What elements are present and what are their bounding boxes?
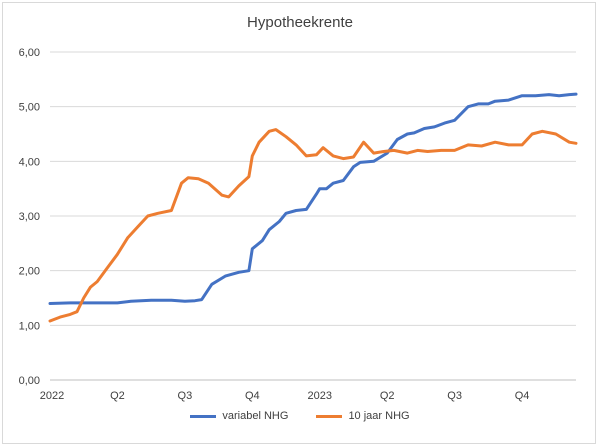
legend-label-variabel: variabel NHG (222, 410, 289, 422)
x-tick-label: Q3 (447, 390, 462, 402)
x-tick-label: Q3 (178, 390, 193, 402)
x-tick-labels: 2022 Q2 Q3 Q4 2023 Q2 Q3 Q4 (40, 390, 530, 402)
x-tick-label: Q2 (110, 390, 125, 402)
x-tick-label: Q4 (515, 390, 530, 402)
legend-swatch-10jaar (316, 414, 343, 418)
x-tick-label: Q2 (380, 390, 395, 402)
x-tick-label: Q4 (245, 390, 260, 402)
legend-item-variabel: variabel NHG (190, 410, 288, 422)
y-tick-label: 0,00 (19, 375, 40, 387)
y-tick-label: 3,00 (19, 211, 40, 223)
y-tick-label: 2,00 (19, 266, 40, 278)
chart-title: Hypotheekrente (247, 14, 353, 31)
y-tick-label: 6,00 (19, 47, 40, 59)
y-tick-label: 4,00 (19, 156, 40, 168)
legend: variabel NHG 10 jaar NHG (0, 410, 600, 422)
x-tick-label: 2023 (308, 390, 332, 402)
chart-frame (2, 2, 596, 444)
series-line-1 (48, 128, 578, 323)
gridlines (50, 51, 576, 381)
series-lines (48, 92, 578, 323)
series-line-0 (48, 92, 578, 305)
x-tick-label: 2022 (40, 390, 64, 402)
y-tick-labels: 0,00 1,00 2,00 3,00 4,00 5,00 6,00 (19, 47, 40, 387)
legend-item-10jaar: 10 jaar NHG (316, 410, 410, 422)
legend-label-10jaar: 10 jaar NHG (348, 410, 410, 422)
legend-swatch-variabel (190, 414, 217, 418)
y-tick-label: 5,00 (19, 102, 40, 114)
y-tick-label: 1,00 (19, 320, 40, 332)
